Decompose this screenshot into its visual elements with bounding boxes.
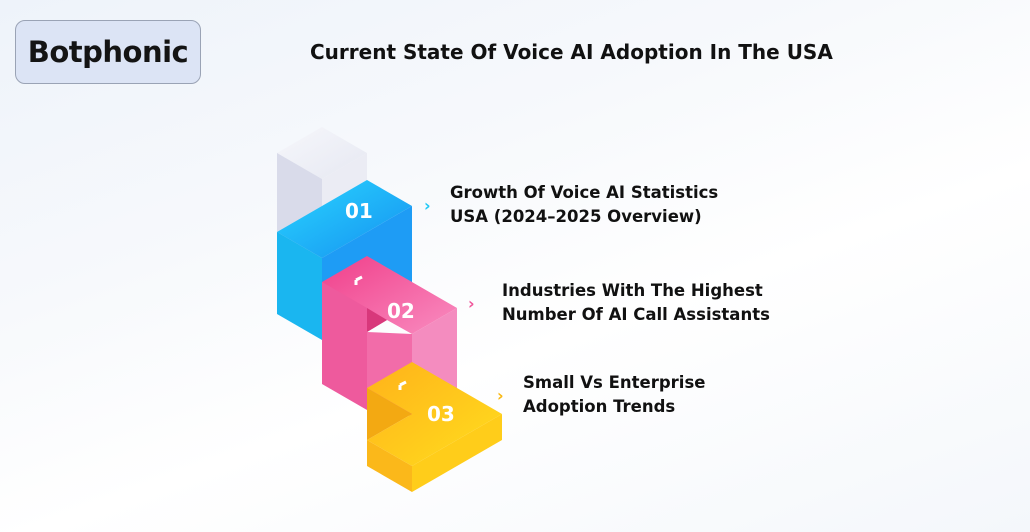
step-03-block: 03 <box>367 362 502 492</box>
step-01-label: Growth Of Voice AI Statistics USA (2024–… <box>450 183 719 226</box>
step-03-label: Small Vs Enterprise Adoption Trends <box>523 373 706 416</box>
step-02-item: › Industries With The Highest Number Of … <box>468 279 770 327</box>
step-01-item: › Growth Of Voice AI Statistics USA (202… <box>424 181 718 229</box>
step-01-number: 01 <box>345 199 373 223</box>
step-03-number: 03 <box>427 402 455 426</box>
chevron-right-icon: › <box>497 385 504 405</box>
page-title: Current State Of Voice AI Adoption In Th… <box>310 40 833 64</box>
brand-logo: Botphonic <box>15 20 201 84</box>
step-02-number: 02 <box>387 299 415 323</box>
chevron-right-icon: › <box>468 293 475 313</box>
step-02-label: Industries With The Highest Number Of AI… <box>502 281 770 324</box>
brand-name: Botphonic <box>27 35 189 69</box>
step-03-item: › Small Vs Enterprise Adoption Trends <box>497 371 705 419</box>
chevron-right-icon: › <box>424 195 431 215</box>
